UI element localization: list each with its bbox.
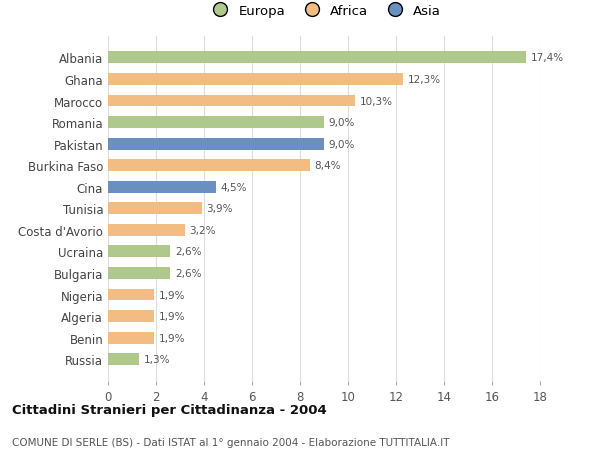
Bar [108, 268, 170, 279]
Bar [108, 52, 526, 64]
Text: 1,3%: 1,3% [144, 354, 170, 364]
Bar [108, 95, 355, 107]
Text: 3,9%: 3,9% [206, 204, 233, 214]
Bar [108, 139, 324, 150]
Text: 2,6%: 2,6% [175, 247, 202, 257]
Bar [108, 160, 310, 172]
Bar [108, 310, 154, 322]
Text: 4,5%: 4,5% [221, 182, 247, 192]
Text: COMUNE DI SERLE (BS) - Dati ISTAT al 1° gennaio 2004 - Elaborazione TUTTITALIA.I: COMUNE DI SERLE (BS) - Dati ISTAT al 1° … [12, 437, 449, 447]
Text: Cittadini Stranieri per Cittadinanza - 2004: Cittadini Stranieri per Cittadinanza - 2… [12, 403, 327, 416]
Text: 3,2%: 3,2% [190, 225, 216, 235]
Bar [108, 289, 154, 301]
Bar [108, 74, 403, 86]
Text: 10,3%: 10,3% [360, 96, 393, 106]
Text: 8,4%: 8,4% [314, 161, 341, 171]
Text: 2,6%: 2,6% [175, 269, 202, 278]
Bar [108, 353, 139, 365]
Text: 1,9%: 1,9% [158, 311, 185, 321]
Text: 12,3%: 12,3% [408, 75, 441, 85]
Bar [108, 332, 154, 344]
Bar [108, 181, 216, 193]
Bar [108, 224, 185, 236]
Text: 9,0%: 9,0% [329, 118, 355, 128]
Text: 9,0%: 9,0% [329, 140, 355, 149]
Text: 1,9%: 1,9% [158, 290, 185, 300]
Bar [108, 246, 170, 258]
Text: 1,9%: 1,9% [158, 333, 185, 343]
Bar [108, 203, 202, 215]
Bar [108, 117, 324, 129]
Text: 17,4%: 17,4% [530, 53, 563, 63]
Legend: Europa, Africa, Asia: Europa, Africa, Asia [202, 0, 446, 23]
